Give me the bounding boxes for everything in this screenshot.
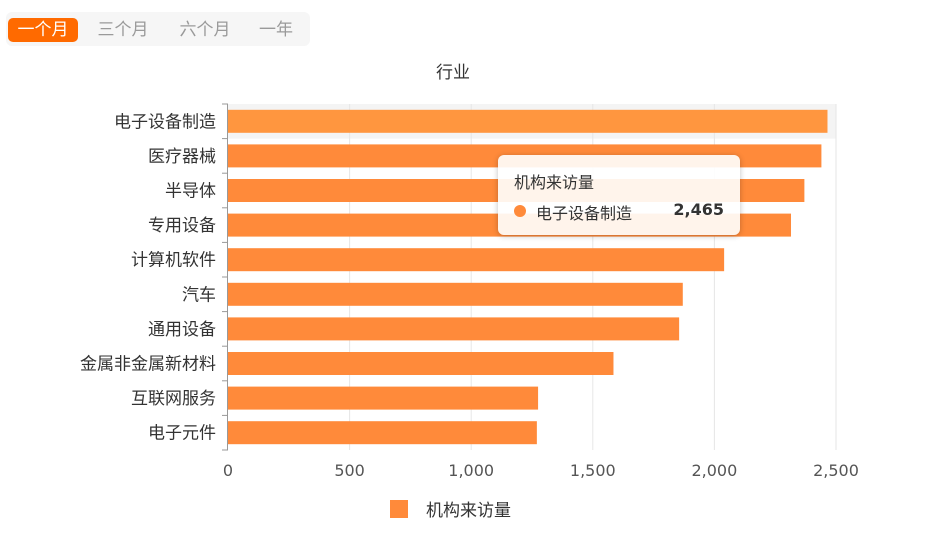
x-tick-label: 500	[334, 461, 365, 480]
tooltip-series-dot-icon	[514, 205, 526, 217]
x-tick-label: 2,000	[691, 461, 737, 480]
y-tick-label: 电子元件	[148, 424, 216, 444]
y-tick-label: 计算机软件	[131, 251, 216, 271]
x-tick-label: 2,500	[813, 461, 859, 480]
y-tick-label: 电子设备制造	[114, 112, 216, 132]
tab-one-year[interactable]: 一年	[259, 20, 293, 40]
chart-tooltip: 机构来访量 电子设备制造 2,465	[498, 155, 740, 235]
tab-one-month[interactable]: 一个月	[8, 18, 78, 42]
tooltip-value: 2,465	[673, 200, 724, 219]
period-tabs: 一个月 三个月 六个月 一年	[6, 12, 310, 46]
y-tick-label: 通用设备	[148, 320, 216, 340]
y-tick-label: 专用设备	[148, 216, 216, 236]
y-tick-label: 互联网服务	[131, 389, 216, 409]
chart-title: 行业	[436, 63, 470, 83]
y-tick-label: 半导体	[165, 182, 216, 202]
bar[interactable]	[228, 317, 680, 341]
tooltip-title: 机构来访量	[514, 173, 595, 192]
y-tick-label: 汽车	[182, 285, 216, 305]
bar[interactable]	[228, 282, 683, 306]
y-tick-label: 医疗器械	[148, 147, 216, 167]
bar[interactable]	[228, 109, 828, 133]
tooltip-series-name: 电子设备制造	[536, 204, 633, 223]
x-tick-label: 1,500	[570, 461, 616, 480]
y-tick-label: 金属非金属新材料	[80, 355, 216, 375]
legend-label[interactable]: 机构来访量	[426, 501, 511, 521]
x-tick-label: 0	[223, 461, 233, 480]
bar[interactable]	[228, 386, 539, 410]
bar[interactable]	[228, 421, 537, 445]
x-tick-label: 1,000	[448, 461, 494, 480]
bar[interactable]	[228, 352, 614, 375]
bar[interactable]	[228, 248, 725, 272]
legend-swatch[interactable]	[390, 500, 408, 518]
tab-three-months[interactable]: 三个月	[97, 20, 149, 40]
tab-six-months[interactable]: 六个月	[179, 20, 231, 40]
